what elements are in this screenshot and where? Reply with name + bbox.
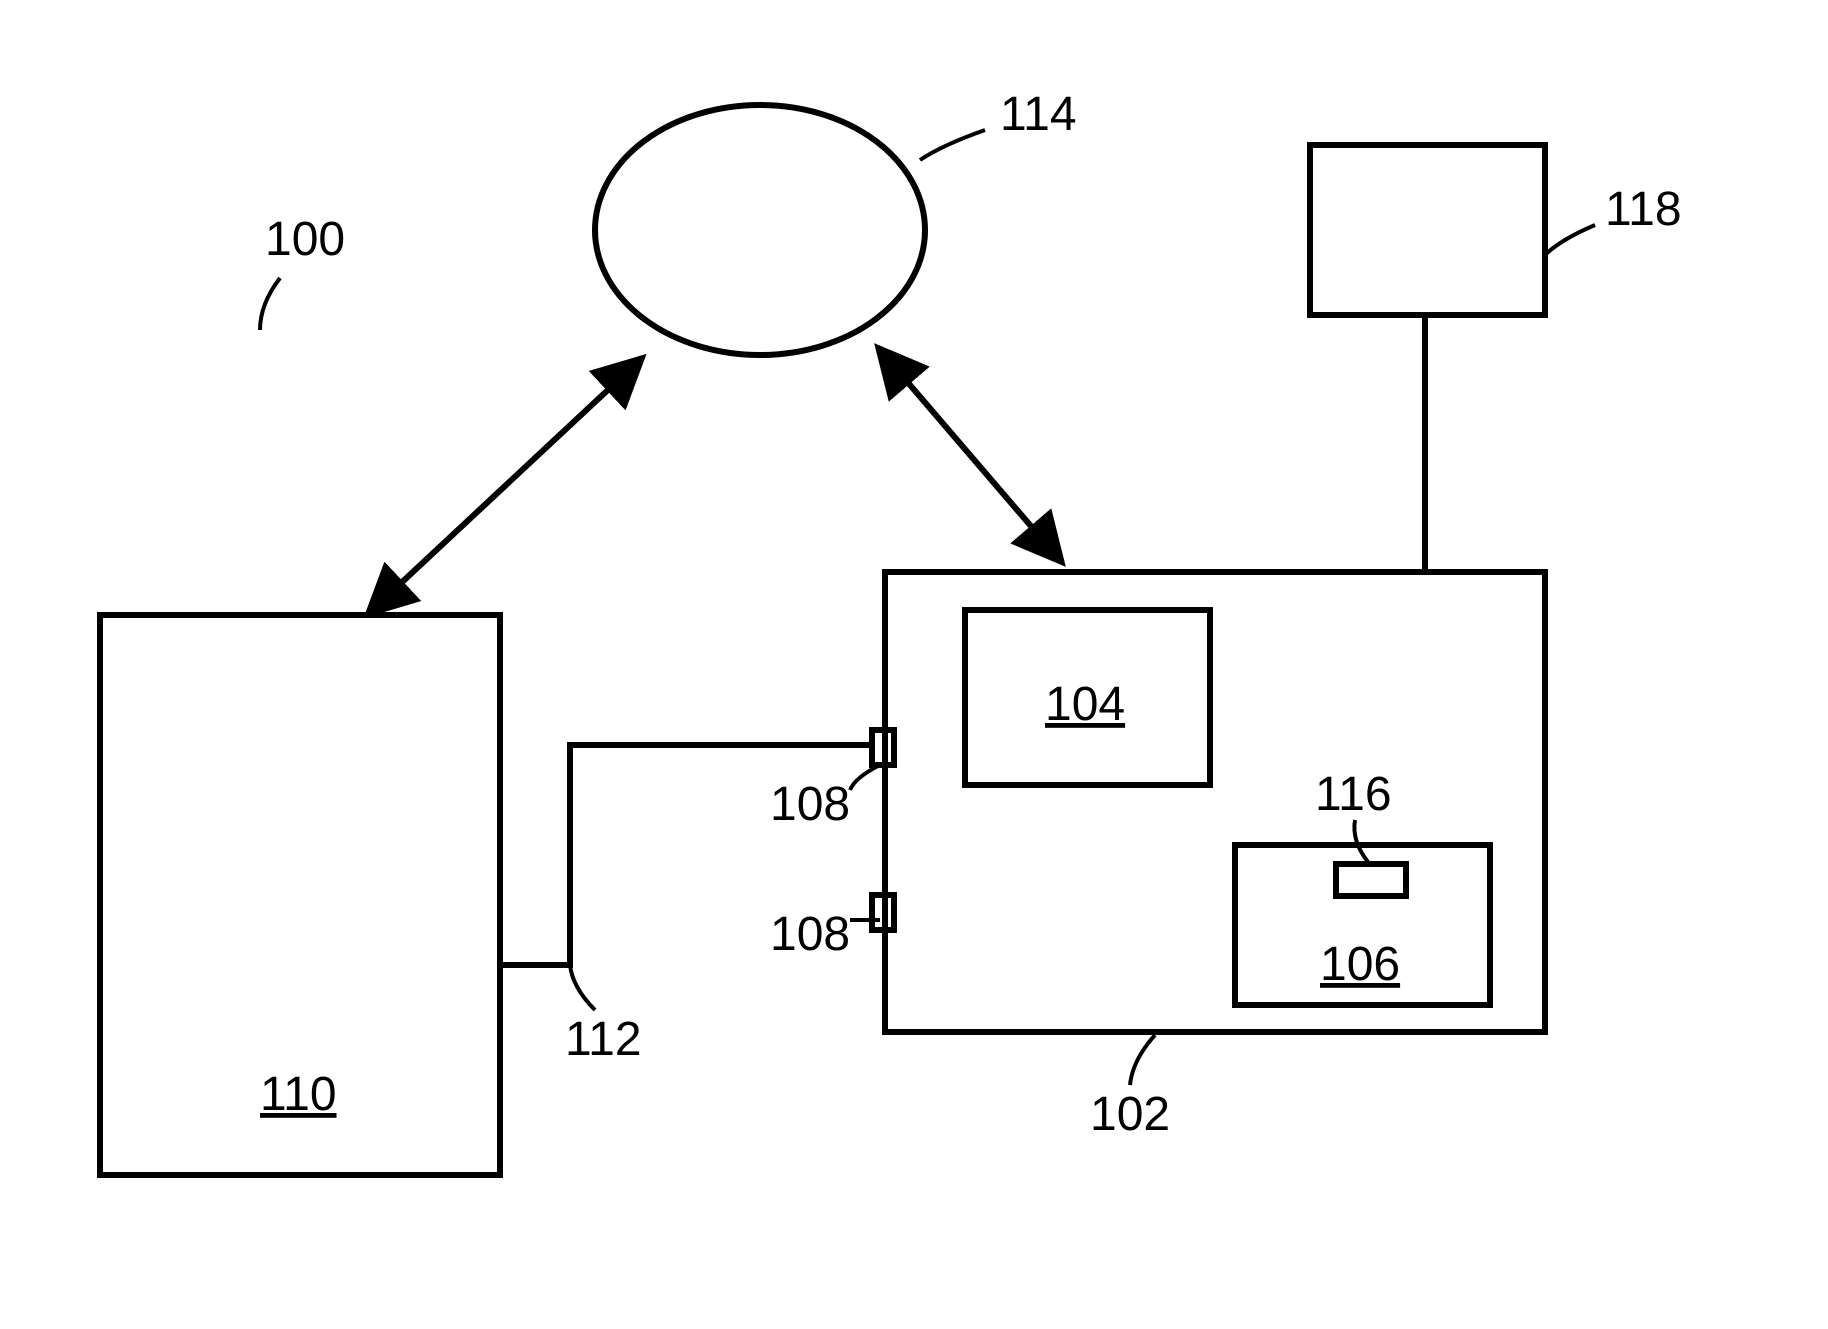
edge-double-arrow [880, 350, 1060, 560]
label-114: 114 [1000, 88, 1077, 141]
label-108a: 108 [770, 778, 850, 831]
leader-108a [850, 765, 880, 790]
label-104: 104 [1045, 678, 1125, 731]
leader-112 [570, 965, 595, 1010]
leader-102 [1130, 1035, 1155, 1085]
label-100: 100 [265, 213, 345, 266]
node-box_118 [1310, 145, 1545, 315]
label-108b: 108 [770, 908, 850, 961]
label-118: 118 [1605, 183, 1682, 236]
leader-114 [920, 130, 985, 160]
label-110: 110 [260, 1068, 337, 1121]
node-box_116 [1336, 864, 1406, 896]
diagram-canvas: 100 102 104 106 110 112 114 116 118 108 108 [0, 0, 1828, 1329]
label-116: 116 [1315, 768, 1392, 821]
edge-double-arrow [370, 360, 640, 612]
node-ellipse_114 [595, 105, 925, 355]
node-box_102 [885, 572, 1545, 1032]
leader-100 [260, 278, 280, 330]
leader-116 [1354, 820, 1368, 862]
edges-layer [370, 315, 1425, 965]
label-106: 106 [1320, 938, 1400, 991]
label-112: 112 [565, 1013, 642, 1066]
label-102: 102 [1090, 1088, 1170, 1141]
leader-118 [1545, 225, 1595, 255]
